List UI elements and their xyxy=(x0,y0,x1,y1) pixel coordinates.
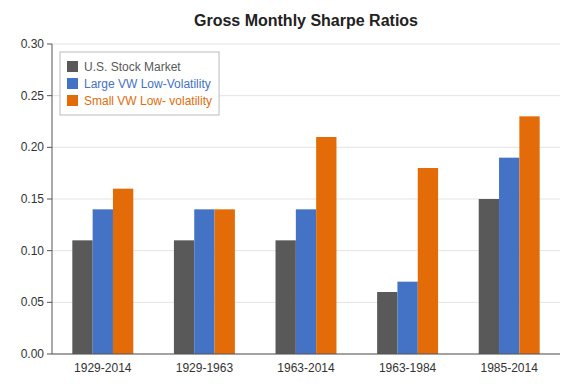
grid-line xyxy=(52,44,560,45)
bar xyxy=(418,168,438,354)
tick-mark xyxy=(47,250,52,251)
category-label: 1929-1963 xyxy=(176,361,234,375)
tick-mark xyxy=(47,199,52,200)
bar xyxy=(174,240,194,354)
category-label: 1963-2014 xyxy=(277,361,335,375)
bar xyxy=(377,292,397,354)
legend-label: Small VW Low- volatility xyxy=(84,94,212,108)
bar xyxy=(316,137,336,354)
tick-mark xyxy=(47,147,52,148)
bar xyxy=(276,240,296,354)
tick-label: 0.20 xyxy=(21,140,45,154)
grid-line xyxy=(52,147,560,148)
chart: 0.000.050.100.150.200.250.301929-2014192… xyxy=(0,0,576,384)
legend-box xyxy=(60,52,219,115)
bar xyxy=(296,209,316,354)
tick-label: 0.05 xyxy=(21,295,45,309)
tick-label: 0.15 xyxy=(21,192,45,206)
bar xyxy=(113,189,133,354)
tick-mark xyxy=(47,302,52,303)
category-label: 1985-2014 xyxy=(481,361,539,375)
bar xyxy=(215,209,235,354)
bar xyxy=(499,158,519,354)
tick-label: 0.00 xyxy=(21,347,45,361)
tick-mark xyxy=(47,95,52,96)
legend-label: Large VW Low-Volatility xyxy=(84,77,211,91)
legend-swatch xyxy=(67,61,78,72)
y-axis: 0.00 0.05 0.10 0.15 0.20 0.25 0.30 xyxy=(21,37,560,361)
tick-mark xyxy=(47,354,52,355)
legend-swatch xyxy=(67,78,78,89)
bar xyxy=(479,199,499,354)
legend: U.S. Stock Market Large VW Low-Volatility… xyxy=(60,52,219,115)
x-axis-line xyxy=(52,354,560,355)
tick-label: 0.30 xyxy=(21,37,45,51)
grid-line xyxy=(52,354,560,355)
bar xyxy=(519,116,539,354)
tick-label: 0.10 xyxy=(21,244,45,258)
legend-swatch xyxy=(67,95,78,106)
bar xyxy=(72,240,92,354)
category-label: 1963-1984 xyxy=(379,361,437,375)
y-axis-line xyxy=(52,44,53,354)
bar xyxy=(194,209,214,354)
title: Gross Monthly Sharpe Ratios xyxy=(194,12,418,29)
bars xyxy=(72,116,539,354)
tick-label: 0.25 xyxy=(21,89,45,103)
legend-label: U.S. Stock Market xyxy=(84,60,181,74)
category-label: 1929-2014 xyxy=(74,361,132,375)
tick-mark xyxy=(47,44,52,45)
x-axis: 1929-2014 1929-1963 1963-2014 1963-1984 1985… xyxy=(74,361,538,375)
bar xyxy=(93,209,113,354)
bar xyxy=(397,282,417,354)
